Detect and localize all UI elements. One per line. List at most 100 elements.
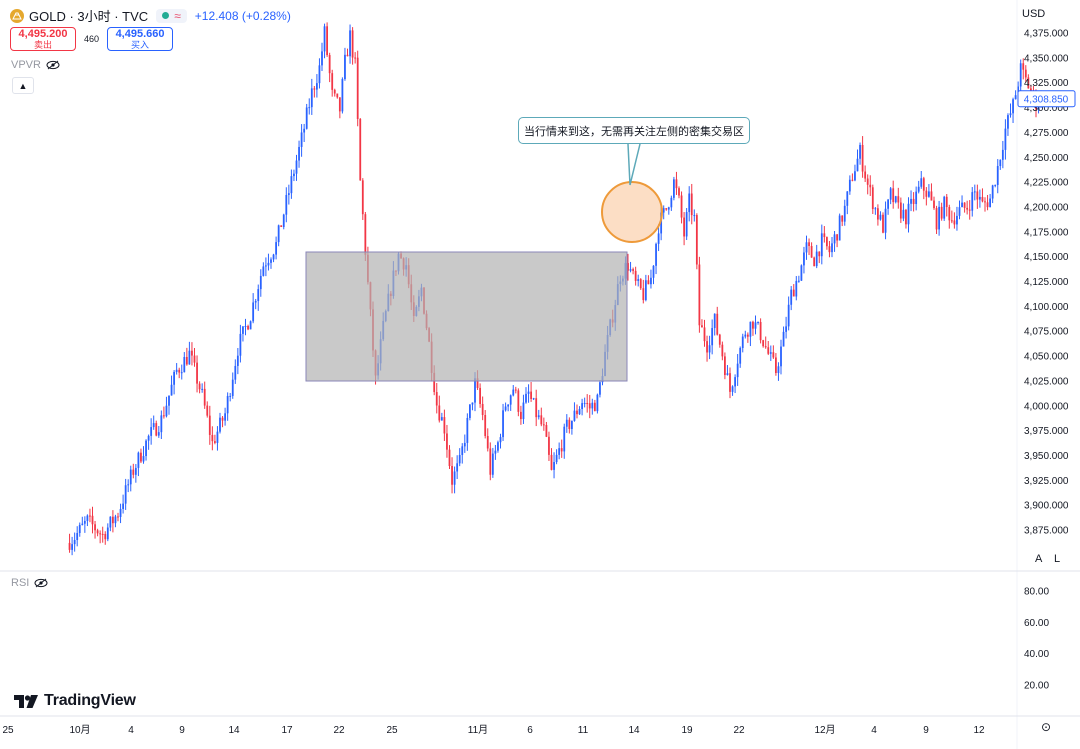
candle-body [792,289,795,297]
candle-body [795,280,798,297]
buy-button[interactable]: 4,495.660 买入 [107,27,174,51]
candle-body [295,160,298,174]
candle-body [262,266,265,276]
candle-body [277,225,280,243]
candle-body [629,269,632,271]
vpvr-indicator[interactable]: VPVR [11,59,60,71]
candle-body [303,128,306,133]
candle-body [680,195,683,218]
candle-body [175,369,178,372]
candle-body [871,187,874,210]
price-tick-label: 4,350.000 [1024,53,1069,64]
candle-body [78,524,81,534]
time-tick-label: 14 [628,725,640,736]
rsi-tick-label: 60.00 [1024,618,1049,629]
collapse-button[interactable]: ▲ [12,77,34,94]
candle-body [73,540,76,545]
annotation-callout[interactable]: 当行情来到这，无需再关注左侧的密集交易区 [518,117,750,144]
candle-body [270,259,272,263]
market-status[interactable]: ≈ [156,8,187,23]
candle-body [762,340,765,347]
candle-body [193,355,196,363]
candle-body [254,300,257,303]
candle-body [109,516,112,528]
candle-body [522,402,525,420]
candle-body [706,341,708,353]
candle-body [247,326,249,330]
candle-body [836,234,838,241]
symbol-title[interactable]: GOLD · 3小时 · TVC [29,9,149,24]
sell-button[interactable]: 4,495.200 卖出 [10,27,76,51]
candle-body [180,372,183,374]
candle-body [984,201,986,203]
settings-icon[interactable]: ⊙ [1041,720,1052,734]
auto-scale-button[interactable]: A [1035,553,1043,565]
time-tick-label: 22 [333,725,345,736]
candle-body [948,207,951,221]
candle-body [754,322,757,329]
candle-body [958,207,961,216]
candle-body [907,203,910,225]
candle-body [803,252,805,266]
time-tick-label: 25 [2,725,14,736]
eye-slash-icon[interactable] [46,60,60,70]
trade-panel: 4,495.200 卖出 460 4,495.660 买入 [10,27,174,51]
candle-body [586,403,589,405]
candle-body [142,456,145,462]
candle-body [219,417,221,432]
candle-body [887,199,889,209]
time-tick-label: 17 [281,725,293,736]
candle-body [96,530,99,534]
candle-body [861,144,864,172]
candle-body [979,196,981,200]
candle-body [1012,99,1014,114]
candle-body [571,420,573,430]
candle-body [828,246,831,253]
candle-body [458,454,461,464]
eye-slash-icon[interactable] [34,578,48,588]
candle-body [744,334,747,337]
candle-body [517,390,520,412]
gold-symbol-icon [10,8,24,23]
candle-body [308,107,311,109]
candle-body [191,350,193,356]
candle-body [532,398,535,400]
candle-body [721,344,724,357]
candle-body [83,520,86,524]
candle-body [943,196,946,219]
candle-body [234,365,237,380]
price-tick-label: 3,900.000 [1024,501,1069,512]
candle-body [777,366,780,374]
time-tick-label: 4 [128,725,134,736]
candle-body [486,435,489,449]
candle-body [632,269,634,271]
consolidation-zone [305,251,628,382]
candle-body [351,30,354,58]
rsi-indicator[interactable]: RSI [11,577,48,589]
candle-body [86,515,89,521]
candle-body [708,345,711,353]
candle-body [272,254,275,260]
candle-body [361,180,364,215]
candle-body [785,326,787,332]
log-scale-button[interactable]: L [1054,553,1061,565]
candle-body [976,191,979,200]
candle-body [435,392,438,406]
candle-body [642,288,645,301]
candle-body [208,415,211,435]
rsi-axis: 80.00 60.00 40.00 20.00 [1024,587,1049,692]
candle-body [211,434,214,442]
currency-selector[interactable]: USD [1022,8,1046,20]
candle-body [71,544,73,550]
candle-body [331,73,334,90]
candle-body [657,233,660,244]
candle-body [236,355,239,366]
candle-body [252,302,255,322]
price-tick-label: 4,275.000 [1024,128,1069,139]
candle-body [132,469,135,475]
candle-body [749,321,752,337]
candle-body [433,372,436,393]
candle-body [683,217,685,237]
candle-body [894,196,897,203]
